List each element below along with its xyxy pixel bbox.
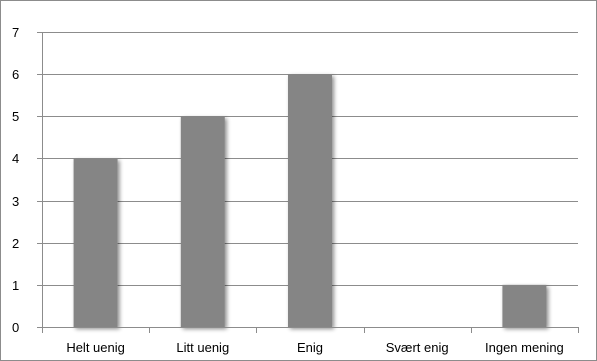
y-tick-label: 7 bbox=[12, 25, 19, 40]
bar bbox=[502, 285, 546, 327]
y-tick-label: 6 bbox=[12, 67, 19, 82]
bar bbox=[181, 116, 225, 327]
x-tick-label: Litt uenig bbox=[176, 340, 229, 355]
x-tick-label: Helt uenig bbox=[66, 340, 125, 355]
y-tick-label: 1 bbox=[12, 278, 19, 293]
x-tick-label: Svært enig bbox=[386, 340, 449, 355]
y-tick-label: 0 bbox=[12, 320, 19, 335]
y-tick-label: 5 bbox=[12, 109, 19, 124]
y-tick-label: 2 bbox=[12, 236, 19, 251]
bar bbox=[74, 158, 118, 327]
bars bbox=[74, 74, 547, 327]
y-tick-label: 4 bbox=[12, 151, 19, 166]
bar bbox=[288, 74, 332, 327]
y-tick-labels: 0 1 2 3 4 5 6 7 bbox=[12, 25, 19, 335]
x-tick-label: Ingen mening bbox=[485, 340, 564, 355]
x-tick-labels: Helt uenig Litt uenig Enig Svært enig Ingen … bbox=[66, 340, 563, 355]
y-tick-label: 3 bbox=[12, 194, 19, 209]
x-tick-label: Enig bbox=[297, 340, 323, 355]
